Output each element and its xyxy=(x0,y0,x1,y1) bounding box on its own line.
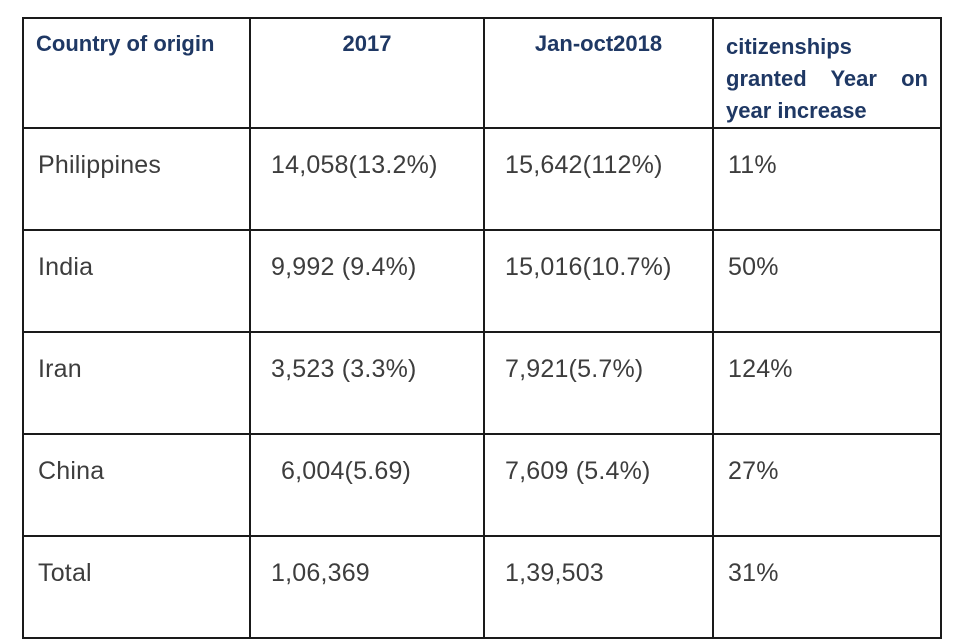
citizenship-table: Country of origin 2017 Jan-oct2018 citiz… xyxy=(22,17,942,639)
cell-country: China xyxy=(22,433,251,537)
cell-2018-value: 1,39,503 xyxy=(483,535,714,639)
header-2017: 2017 xyxy=(249,17,485,129)
table-row-iran: Iran 3,523 (3.3%) 7,921(5.7%) 124% xyxy=(22,331,942,435)
cell-2018-value: 7,921(5.7%) xyxy=(483,331,714,435)
cell-yoy-increase: 124% xyxy=(712,331,942,435)
cell-2018-value: 7,609 (5.4%) xyxy=(483,433,714,537)
table-row-india: India 9,992 (9.4%) 15,016(10.7%) 50% xyxy=(22,229,942,333)
cell-country: India xyxy=(22,229,251,333)
header-label-line: granted Year on xyxy=(726,66,928,91)
cell-2017-value: 1,06,369 xyxy=(249,535,485,639)
cell-2018-value: 15,642(112%) xyxy=(483,127,714,231)
cell-country: Total xyxy=(22,535,251,639)
cell-yoy-increase: 11% xyxy=(712,127,942,231)
cell-yoy-increase: 31% xyxy=(712,535,942,639)
header-label: Jan-oct2018 xyxy=(534,31,663,56)
cell-country: Philippines xyxy=(22,127,251,231)
header-country-of-origin: Country of origin xyxy=(22,17,251,129)
table-row-china: China 6,004(5.69) 7,609 (5.4%) 27% xyxy=(22,433,942,537)
cell-2018-value: 15,016(10.7%) xyxy=(483,229,714,333)
header-citizenships-granted-yoy-increase: citizenships granted Year on year increa… xyxy=(712,17,942,129)
cell-2017-value: 6,004(5.69) xyxy=(249,433,485,537)
table-header: Country of origin 2017 Jan-oct2018 citiz… xyxy=(22,17,942,129)
cell-yoy-increase: 50% xyxy=(712,229,942,333)
header-label: Country of origin xyxy=(36,31,215,56)
table-row-philippines: Philippines 14,058(13.2%) 15,642(112%) 1… xyxy=(22,127,942,231)
cell-country: Iran xyxy=(22,331,251,435)
header-label: 2017 xyxy=(342,31,392,56)
cell-yoy-increase: 27% xyxy=(712,433,942,537)
cell-2017-value: 3,523 (3.3%) xyxy=(249,331,485,435)
header-label-line: citizenships xyxy=(726,34,852,59)
cell-2017-value: 9,992 (9.4%) xyxy=(249,229,485,333)
header-jan-oct-2018: Jan-oct2018 xyxy=(483,17,714,129)
header-label-line: year increase xyxy=(726,98,867,123)
table-body: Philippines 14,058(13.2%) 15,642(112%) 1… xyxy=(22,127,942,639)
cell-2017-value: 14,058(13.2%) xyxy=(249,127,485,231)
table-row-total: Total 1,06,369 1,39,503 31% xyxy=(22,535,942,639)
header-row: Country of origin 2017 Jan-oct2018 citiz… xyxy=(22,17,942,129)
